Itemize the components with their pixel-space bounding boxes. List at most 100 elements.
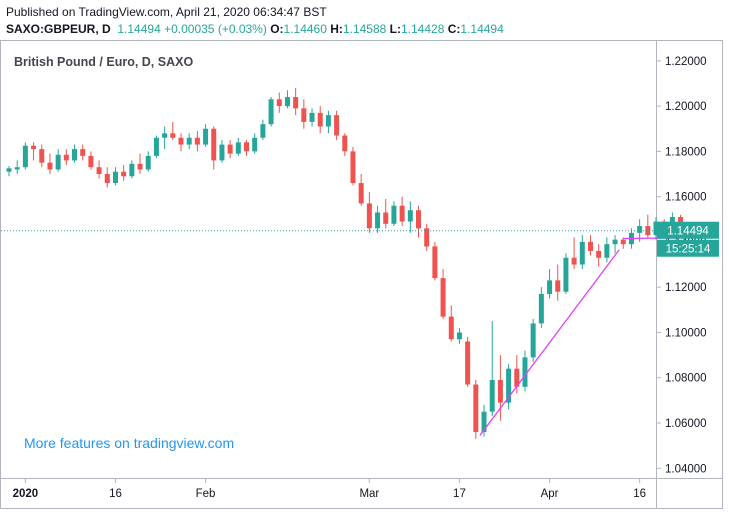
candle-body — [465, 341, 471, 385]
candle[interactable] — [645, 214, 651, 238]
candle[interactable] — [55, 149, 61, 172]
candle[interactable] — [489, 321, 495, 417]
candle[interactable] — [235, 137, 241, 156]
candle[interactable] — [604, 237, 610, 263]
candle[interactable] — [440, 269, 446, 319]
candle[interactable] — [203, 124, 209, 147]
candle[interactable] — [244, 140, 250, 156]
candle[interactable] — [375, 205, 381, 233]
candle[interactable] — [88, 151, 94, 170]
candle[interactable] — [465, 336, 471, 387]
candle-body — [612, 239, 618, 245]
candle[interactable] — [506, 364, 512, 410]
candle-body — [637, 226, 643, 233]
candle[interactable] — [424, 223, 430, 251]
candle-body — [252, 137, 258, 152]
candle[interactable] — [31, 142, 37, 161]
candle[interactable] — [522, 350, 528, 392]
candle[interactable] — [268, 97, 274, 127]
candle[interactable] — [137, 153, 143, 175]
candle[interactable] — [481, 404, 487, 437]
countdown-badge: 15:25:14 — [657, 239, 719, 257]
price-axis[interactable]: 1.220001.200001.180001.160001.140001.120… — [656, 56, 707, 475]
candle[interactable] — [276, 92, 282, 113]
candle[interactable] — [497, 355, 503, 421]
candle[interactable] — [391, 201, 397, 227]
y-tick-label: 1.10000 — [665, 327, 707, 339]
open-value: 1.14460 — [283, 22, 327, 36]
candle[interactable] — [538, 287, 544, 328]
candle[interactable] — [252, 133, 258, 154]
candle[interactable] — [170, 121, 176, 141]
candle[interactable] — [121, 164, 127, 181]
candle-body — [194, 137, 200, 145]
candle[interactable] — [547, 269, 553, 299]
candle[interactable] — [407, 201, 413, 233]
candle[interactable] — [6, 166, 12, 177]
time-axis[interactable]: 2020 16 Feb Mar 17 Apr 16 — [13, 478, 646, 500]
candle[interactable] — [456, 327, 462, 344]
candle[interactable] — [129, 160, 135, 179]
candle[interactable] — [22, 142, 28, 170]
candle[interactable] — [416, 205, 421, 238]
candle-body — [268, 99, 274, 125]
watermark-text[interactable]: More features on tradingview.com — [24, 435, 234, 451]
candle[interactable] — [112, 167, 118, 186]
candle[interactable] — [653, 217, 659, 240]
candle[interactable] — [317, 106, 323, 134]
candle[interactable] — [63, 149, 69, 165]
candle[interactable] — [571, 237, 577, 270]
candle[interactable] — [72, 144, 78, 163]
candle[interactable] — [178, 133, 184, 152]
candle[interactable] — [227, 140, 233, 159]
candle[interactable] — [555, 264, 561, 301]
candle[interactable] — [104, 167, 110, 188]
candle[interactable] — [96, 160, 102, 179]
candle[interactable] — [587, 235, 593, 256]
candle[interactable] — [301, 99, 307, 129]
candle[interactable] — [325, 110, 331, 134]
candle-body — [301, 108, 307, 122]
x-tick-label: 16 — [109, 488, 122, 500]
candle[interactable] — [342, 133, 348, 156]
candle[interactable] — [432, 241, 438, 281]
candle[interactable] — [186, 133, 192, 150]
candle[interactable] — [563, 253, 569, 294]
candle[interactable] — [39, 144, 45, 168]
candle-body — [563, 257, 569, 292]
candle[interactable] — [596, 244, 602, 267]
candle[interactable] — [14, 160, 20, 175]
candle[interactable] — [350, 146, 356, 186]
candle[interactable] — [579, 235, 585, 270]
candle[interactable] — [260, 119, 266, 141]
candle[interactable] — [47, 153, 53, 175]
candle[interactable] — [293, 87, 299, 116]
candle[interactable] — [366, 192, 372, 233]
candle[interactable] — [530, 318, 536, 362]
candle[interactable] — [194, 130, 200, 152]
candle-body — [538, 293, 544, 324]
candle[interactable] — [358, 174, 364, 206]
symbol-name[interactable]: SAXO:GBPEUR, D — [6, 22, 111, 36]
candle[interactable] — [309, 108, 315, 127]
candle[interactable] — [145, 151, 151, 172]
candle[interactable] — [153, 135, 159, 159]
symbol-ohlc-line: SAXO:GBPEUR, D 1.14494 +0.00035 (+0.03%)… — [6, 22, 504, 36]
candle[interactable] — [620, 237, 626, 249]
trendline[interactable] — [479, 249, 620, 436]
candle[interactable] — [80, 144, 86, 161]
candle[interactable] — [399, 196, 405, 227]
candle-body — [153, 137, 159, 156]
candle-body — [555, 280, 561, 292]
countdown-badge-bg — [657, 239, 719, 257]
candle[interactable] — [334, 110, 340, 141]
candle[interactable] — [383, 198, 389, 229]
candle[interactable] — [162, 126, 168, 150]
candle[interactable] — [284, 90, 290, 109]
candle[interactable] — [211, 126, 217, 170]
candle[interactable] — [448, 305, 454, 342]
candle[interactable] — [219, 140, 225, 163]
candle[interactable] — [612, 235, 618, 254]
candle[interactable] — [473, 379, 479, 439]
